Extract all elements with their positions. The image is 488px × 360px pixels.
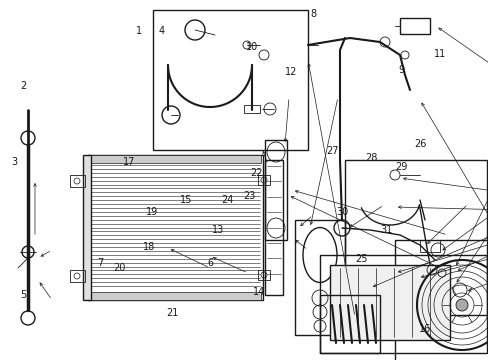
Bar [70,175,85,187]
Bar [70,270,85,282]
Bar [294,220,345,335]
Bar [90,155,261,163]
Text: 17: 17 [123,157,136,167]
Bar [153,10,307,150]
Text: 8: 8 [309,9,315,19]
Text: 23: 23 [243,191,255,201]
Text: 16: 16 [418,324,431,334]
Bar [83,155,91,300]
Text: 6: 6 [207,258,213,268]
Text: 25: 25 [355,254,367,264]
Circle shape [455,299,467,311]
Text: 11: 11 [433,49,446,59]
Bar [88,155,263,300]
Text: 3: 3 [12,157,18,167]
Text: 18: 18 [142,242,155,252]
Text: 7: 7 [97,258,103,268]
Text: 10: 10 [245,42,258,52]
Bar [258,270,269,280]
Text: 12: 12 [284,67,297,77]
Bar [329,265,449,340]
Bar [244,105,260,113]
Bar [394,240,488,360]
Bar [399,18,429,34]
Bar [90,292,261,300]
Text: 26: 26 [413,139,426,149]
Bar [319,255,486,353]
Bar [319,295,379,353]
Bar [389,270,407,280]
Text: 24: 24 [221,195,233,205]
Text: 20: 20 [113,263,126,273]
Text: 5: 5 [20,290,26,300]
Text: 31: 31 [379,225,392,235]
Text: 4: 4 [158,26,164,36]
Text: 29: 29 [394,162,407,172]
Bar [345,160,486,315]
Text: 19: 19 [145,207,158,217]
Bar [419,240,439,252]
Bar [264,140,286,240]
Text: 27: 27 [325,146,338,156]
Text: 28: 28 [365,153,377,163]
Text: 13: 13 [211,225,224,235]
Text: 21: 21 [165,308,178,318]
Text: 30: 30 [335,207,348,217]
Text: 15: 15 [179,195,192,205]
Bar [258,175,269,185]
Text: 1: 1 [136,26,142,36]
Text: 2: 2 [20,81,26,91]
Text: 9: 9 [397,65,403,75]
Text: 14: 14 [252,287,265,297]
Text: 22: 22 [250,168,263,178]
Bar [264,160,283,295]
